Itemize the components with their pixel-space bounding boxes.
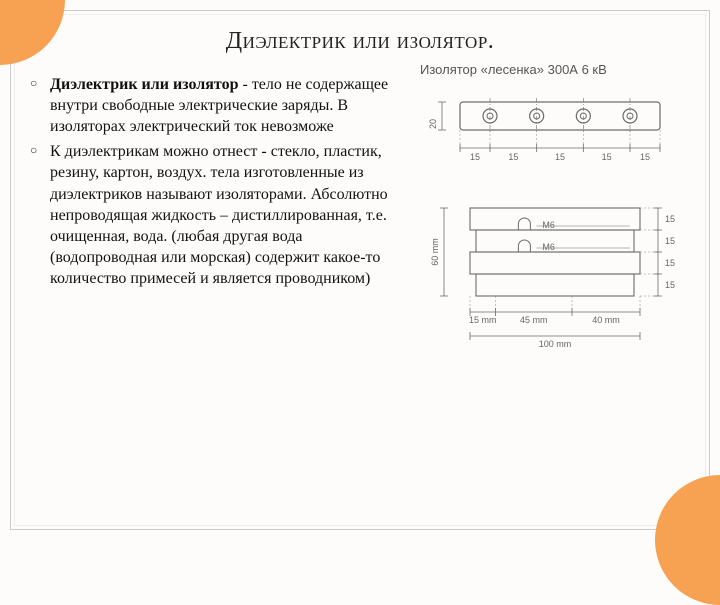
svg-text:15: 15	[640, 152, 650, 162]
svg-text:15: 15	[470, 152, 480, 162]
body-text: Диэлектрик или изолятор - тело не содерж…	[30, 74, 400, 293]
diagram-top-view: 20 15 15 15 15 15	[410, 90, 690, 170]
page-title: Диэлектрик или изолятор.	[0, 28, 720, 55]
svg-text:100 mm: 100 mm	[539, 339, 572, 349]
figure-caption: Изолятор «лесенка» 300А 6 кВ	[420, 62, 607, 77]
svg-text:15: 15	[555, 152, 565, 162]
svg-text:M6: M6	[542, 220, 555, 230]
svg-text:15: 15	[665, 280, 675, 290]
svg-text:15: 15	[508, 152, 518, 162]
svg-text:20: 20	[428, 119, 438, 129]
svg-text:15: 15	[665, 258, 675, 268]
list-item: Диэлектрик или изолятор - тело не содерж…	[30, 74, 400, 137]
svg-text:M6: M6	[542, 242, 555, 252]
svg-text:45 mm: 45 mm	[520, 315, 548, 325]
svg-text:40 mm: 40 mm	[592, 315, 620, 325]
svg-text:15: 15	[602, 152, 612, 162]
bullet-list: Диэлектрик или изолятор - тело не содерж…	[30, 74, 400, 289]
svg-text:15: 15	[665, 236, 675, 246]
svg-text:15 mm: 15 mm	[469, 315, 497, 325]
diagram-side-view: M6 M6 15 15 15 15 60 mm 15 mm 45 mm 40 mm 100 mm	[410, 200, 690, 360]
svg-text:15: 15	[665, 214, 675, 224]
svg-text:60 mm: 60 mm	[430, 238, 440, 266]
list-item: К диэлектрикам можно отнест - стекло, пл…	[30, 141, 400, 289]
